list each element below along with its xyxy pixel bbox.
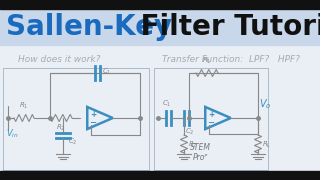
Text: −: − (207, 118, 214, 127)
Text: $R_1$: $R_1$ (19, 101, 29, 111)
Text: $C_2$: $C_2$ (68, 137, 77, 147)
Text: Sallen-Key: Sallen-Key (6, 13, 172, 41)
Text: $R_2$: $R_2$ (56, 123, 66, 133)
Text: $R_2$: $R_2$ (188, 140, 197, 150)
Text: $C_1$: $C_1$ (162, 99, 172, 109)
Text: −: − (90, 118, 97, 127)
Bar (0, 9, 320, 45)
Text: $V_{in}$: $V_{in}$ (6, 128, 19, 141)
Text: Transfer Function:  LPF?   HPF?: Transfer Function: LPF? HPF? (162, 55, 300, 64)
Text: How does it work?: How does it work? (18, 55, 100, 64)
Text: $V_o$: $V_o$ (259, 97, 271, 111)
Text: STEM
Proᴾ: STEM Proᴾ (189, 143, 211, 162)
Text: $R_1$: $R_1$ (202, 56, 212, 66)
Text: Filter Tutorial: Filter Tutorial (131, 13, 320, 41)
Text: $R_L$: $R_L$ (262, 140, 271, 150)
Bar (0, 171, 320, 180)
Text: $C_2$: $C_2$ (185, 127, 195, 137)
Text: +: + (208, 110, 214, 119)
Text: +: + (90, 110, 96, 119)
Text: $C_1$: $C_1$ (102, 67, 111, 77)
Bar (0, 0, 320, 9)
